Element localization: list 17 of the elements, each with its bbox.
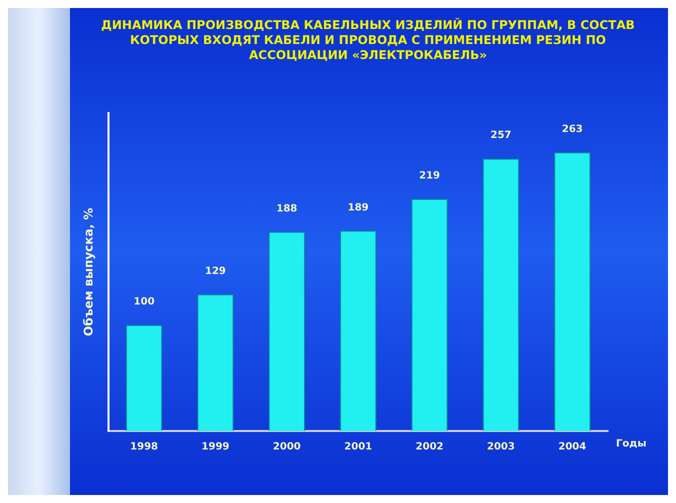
x-tick-label: 2000 [272, 442, 301, 453]
data-label: 100 [134, 296, 155, 308]
x-tick-label: 2002 [416, 442, 444, 453]
x-tick-label: 2001 [344, 442, 372, 453]
data-label: 263 [562, 124, 583, 135]
chart-title: ДИНАМИКА ПРОИЗВОДСТВА КАБЕЛЬНЫХ ИЗДЕЛИЙ ПО ГРУППАМ, В СОСТАВ КОТОРЫХ ВХОДЯТ КАБЕЛИ И ПРОВОДА С ПРИМЕНЕНИЕМ РЕЗИН ПО АССОЦИАЦИИ «ЭЛЕКТРОКАБЕЛЬ» [100, 18, 636, 63]
data-label: 129 [205, 266, 226, 277]
data-label: 188 [276, 203, 298, 214]
x-tick-label: 2003 [487, 442, 515, 453]
data-label: 257 [490, 130, 512, 142]
data-label: 189 [348, 202, 369, 214]
x-tick-label: 1999 [202, 442, 230, 453]
x-axis-title: Годы [616, 438, 646, 450]
x-tick-label: 2004 [558, 442, 586, 453]
y-axis-title: Объем выпуска, % [81, 208, 96, 336]
x-tick-label: 1998 [130, 442, 158, 453]
data-label: 219 [419, 170, 440, 182]
